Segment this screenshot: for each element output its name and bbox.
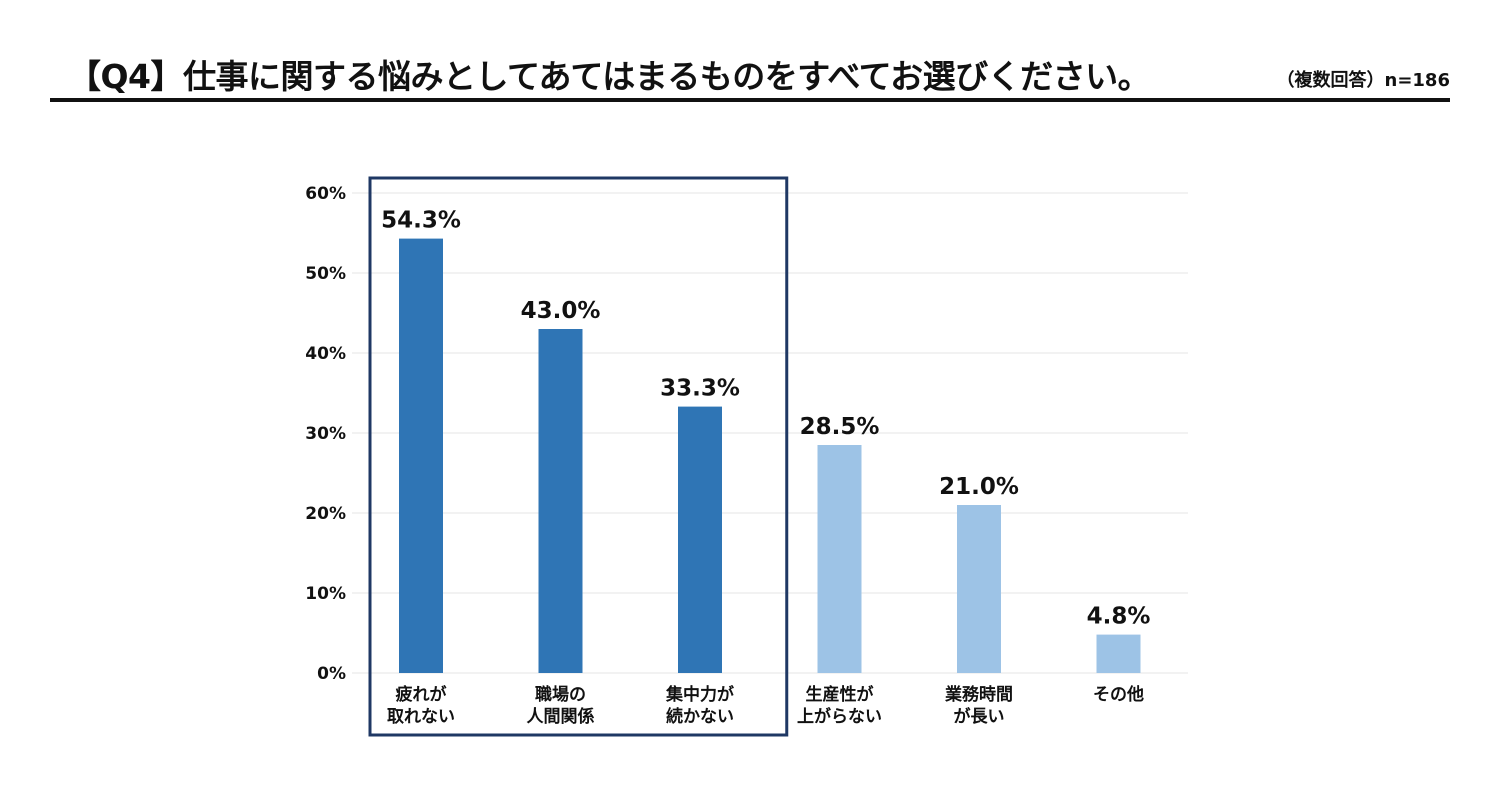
data-label: 4.8% <box>1087 604 1151 630</box>
y-tick-label: 60% <box>305 184 346 204</box>
x-tick-label: 疲れが <box>396 684 447 705</box>
y-tick-label: 50% <box>305 264 346 284</box>
x-tick-label: 上がらない <box>797 706 882 727</box>
bar <box>538 329 583 673</box>
x-tick-label: その他 <box>1093 684 1144 705</box>
x-tick-label: 業務時間 <box>945 684 1013 705</box>
x-tick-label: 続かない <box>666 706 734 727</box>
y-tick-label: 10% <box>305 584 346 604</box>
x-tick-label: 取れない <box>387 707 455 727</box>
x-tick-label: 集中力が <box>665 684 734 705</box>
chart-title: 【Q4】仕事に関する悩みとしてあてはまるものをすべてお選びください。 <box>68 57 1151 96</box>
y-tick-label: 20% <box>305 504 346 524</box>
bar <box>817 445 862 673</box>
x-tick-label: 生産性が <box>806 684 874 705</box>
data-label: 43.0% <box>521 298 601 324</box>
header-rule <box>50 98 1450 102</box>
highlight-frame <box>368 176 789 737</box>
data-label: 54.3% <box>381 208 461 234</box>
x-tick-label: 人間関係 <box>527 706 595 727</box>
sample-note: （複数回答）n=186 <box>1276 70 1450 91</box>
data-label: 21.0% <box>939 474 1019 500</box>
x-tick-label: 職場の <box>535 684 586 705</box>
y-tick-label: 30% <box>305 424 346 444</box>
data-label: 28.5% <box>800 414 880 440</box>
bar <box>399 238 443 673</box>
y-tick-label: 40% <box>305 344 346 364</box>
x-tick-label: が長い <box>954 706 1005 727</box>
bar <box>678 406 722 673</box>
data-label: 33.3% <box>660 376 740 402</box>
bar <box>1096 634 1141 673</box>
y-tick-label: 0% <box>317 664 346 684</box>
bar <box>957 505 1001 673</box>
chart-header: 【Q4】仕事に関する悩みとしてあてはまるものをすべてお選びください。 （複数回答… <box>50 40 1450 102</box>
